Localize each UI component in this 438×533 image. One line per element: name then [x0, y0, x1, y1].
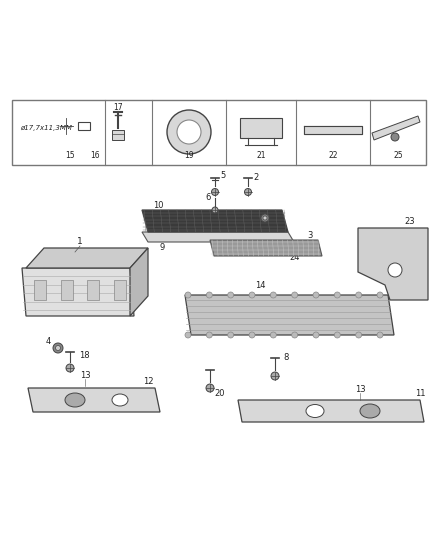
Circle shape [185, 332, 191, 338]
Bar [12, 100, 426, 165]
Circle shape [356, 332, 362, 338]
Circle shape [270, 332, 276, 338]
Text: 3: 3 [307, 231, 313, 240]
Circle shape [334, 332, 340, 338]
Text: 23: 23 [405, 217, 415, 227]
Polygon shape [372, 116, 420, 140]
Circle shape [313, 332, 319, 338]
Text: 4: 4 [46, 337, 51, 346]
Polygon shape [142, 210, 288, 232]
Circle shape [212, 207, 218, 213]
Ellipse shape [306, 405, 324, 417]
Polygon shape [26, 248, 148, 268]
Polygon shape [28, 388, 160, 412]
Circle shape [244, 189, 251, 196]
Polygon shape [130, 248, 148, 316]
Polygon shape [185, 295, 394, 335]
Circle shape [56, 345, 60, 351]
Circle shape [212, 189, 219, 196]
Text: 8: 8 [283, 353, 289, 362]
Circle shape [249, 292, 255, 298]
Bar [78, 122, 90, 130]
Circle shape [261, 214, 269, 222]
Text: 18: 18 [79, 351, 89, 360]
Text: 10: 10 [153, 200, 163, 209]
Bar [34, 280, 46, 300]
Circle shape [313, 292, 319, 298]
Text: 22: 22 [328, 151, 338, 160]
Text: ø17,7x11,3MM: ø17,7x11,3MM [20, 125, 72, 131]
Text: 15: 15 [65, 150, 75, 159]
Circle shape [228, 332, 233, 338]
Text: 14: 14 [255, 281, 265, 290]
Circle shape [377, 332, 383, 338]
Circle shape [263, 216, 267, 220]
Polygon shape [238, 400, 424, 422]
Text: 2: 2 [253, 174, 258, 182]
Bar [87, 280, 99, 300]
Circle shape [292, 292, 298, 298]
Text: 6: 6 [205, 193, 211, 203]
Circle shape [356, 292, 362, 298]
Polygon shape [112, 130, 124, 140]
Polygon shape [22, 268, 134, 316]
Circle shape [167, 110, 211, 154]
Circle shape [177, 120, 201, 144]
Circle shape [334, 292, 340, 298]
Polygon shape [210, 240, 322, 256]
Text: 20: 20 [215, 390, 225, 399]
Circle shape [271, 372, 279, 380]
Text: 11: 11 [415, 389, 425, 398]
Text: 12: 12 [143, 377, 153, 386]
Circle shape [270, 292, 276, 298]
Bar [114, 280, 126, 300]
Text: 16: 16 [90, 150, 100, 159]
Circle shape [249, 332, 255, 338]
Circle shape [391, 133, 399, 141]
Text: 5: 5 [220, 171, 226, 180]
Text: 13: 13 [80, 372, 90, 381]
Text: 21: 21 [256, 151, 266, 160]
Polygon shape [240, 118, 282, 138]
Text: 1: 1 [77, 238, 83, 246]
Circle shape [388, 263, 402, 277]
Circle shape [66, 364, 74, 372]
Ellipse shape [112, 394, 128, 406]
Circle shape [206, 292, 212, 298]
Circle shape [228, 292, 233, 298]
Text: 9: 9 [159, 244, 165, 253]
Circle shape [292, 332, 298, 338]
Circle shape [206, 384, 214, 392]
Circle shape [377, 292, 383, 298]
Text: 25: 25 [393, 151, 403, 160]
Text: 19: 19 [184, 151, 194, 160]
Text: 17: 17 [113, 102, 123, 111]
Text: 13: 13 [355, 385, 365, 394]
Circle shape [206, 332, 212, 338]
Ellipse shape [360, 404, 380, 418]
Circle shape [53, 343, 63, 353]
Text: 7: 7 [269, 214, 275, 222]
Polygon shape [142, 232, 294, 242]
Polygon shape [358, 228, 428, 300]
Circle shape [185, 292, 191, 298]
Bar [61, 280, 73, 300]
Text: 24: 24 [290, 254, 300, 262]
Ellipse shape [65, 393, 85, 407]
